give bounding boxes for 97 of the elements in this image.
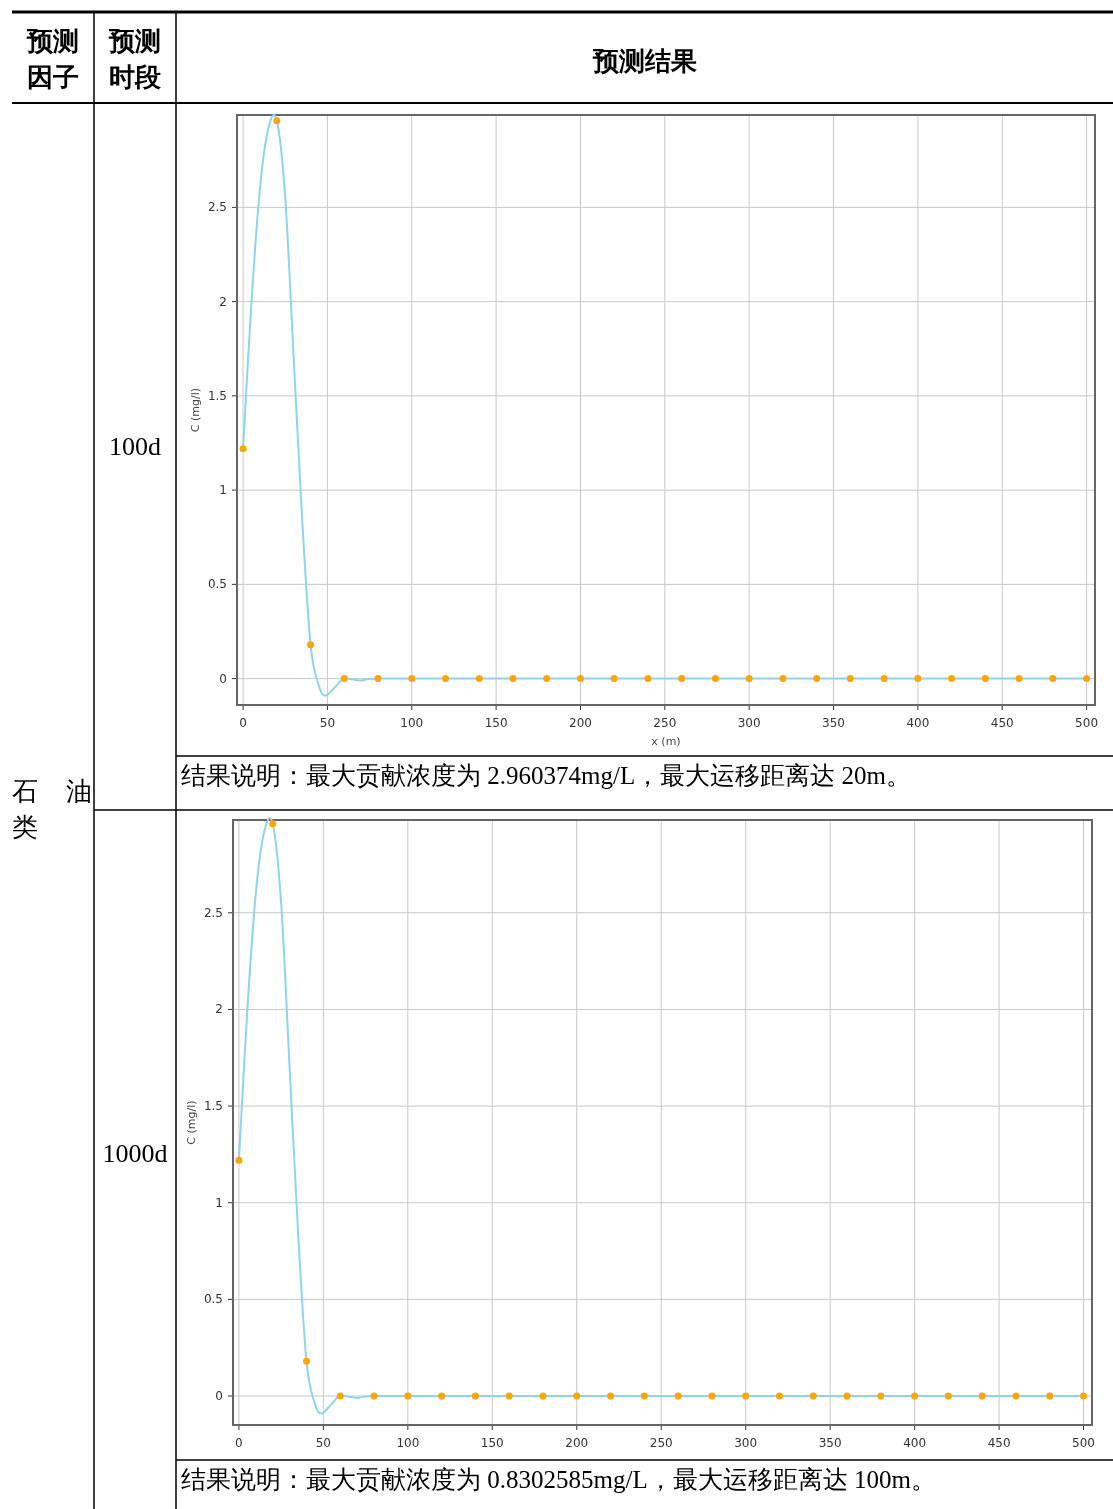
- x-tick-label: 400: [906, 716, 930, 730]
- x-tick-label: 150: [480, 1436, 504, 1450]
- point: [914, 675, 922, 683]
- point: [543, 675, 551, 683]
- x-tick-label: 450: [990, 716, 1014, 730]
- text: 结果说明：最大贡献浓度为 2.960374mg/L，最大运移距离达 20m。: [181, 762, 911, 789]
- x-tick-label: 50: [319, 716, 336, 730]
- text: 预测因子: [26, 27, 79, 92]
- x-tick-label: 500: [1075, 716, 1099, 730]
- point: [408, 675, 416, 683]
- point: [374, 675, 382, 683]
- point: [846, 675, 854, 683]
- point: [576, 675, 584, 683]
- point: [273, 117, 281, 125]
- y-tick-label: 2.5: [203, 905, 223, 920]
- point: [843, 1392, 851, 1400]
- y-tick-label: 1.5: [207, 388, 227, 403]
- point: [708, 1392, 716, 1400]
- point: [674, 1392, 682, 1400]
- point: [880, 675, 888, 683]
- text: 结果说明：最大贡献浓度为 0.8302585mg/L，最大运移距离达 100m。: [181, 1466, 936, 1493]
- point: [742, 1392, 750, 1400]
- x-tick-label: 200: [565, 1436, 589, 1450]
- x-tick-label: 250: [649, 1436, 673, 1450]
- point: [813, 675, 821, 683]
- point: [981, 675, 989, 683]
- point: [509, 675, 517, 683]
- point: [779, 675, 787, 683]
- point: [944, 1392, 952, 1400]
- text: 石油类: [12, 777, 92, 842]
- x-tick-label: 0: [235, 1436, 243, 1450]
- point: [442, 675, 450, 683]
- point: [302, 1357, 310, 1365]
- y-axis-title: C (mg/l): [185, 1100, 198, 1145]
- point: [911, 1392, 919, 1400]
- x-axis-title: x (m): [651, 735, 681, 748]
- x-tick-label: 350: [818, 1436, 842, 1450]
- point: [1012, 1392, 1020, 1400]
- x-tick-label: 450: [987, 1436, 1011, 1450]
- point: [475, 675, 483, 683]
- text: 1000d: [102, 1139, 168, 1168]
- y-tick-label: 1: [215, 1195, 223, 1210]
- y-axis-title: C (mg/l): [189, 387, 202, 433]
- point: [678, 675, 686, 683]
- point: [404, 1392, 412, 1400]
- point: [610, 675, 618, 683]
- y-tick-label: 0: [215, 1389, 223, 1404]
- x-tick-label: 300: [734, 1436, 758, 1450]
- point: [438, 1392, 446, 1400]
- y-tick-label: 0.5: [207, 577, 227, 592]
- point: [1049, 675, 1057, 683]
- point: [235, 1156, 243, 1164]
- x-tick-label: 200: [569, 716, 592, 730]
- point: [1015, 675, 1023, 683]
- x-tick-label: 0: [239, 716, 247, 730]
- y-tick-label: 2: [219, 294, 227, 309]
- point: [607, 1392, 615, 1400]
- y-tick-label: 1.5: [203, 1099, 223, 1114]
- text: 预测结果: [592, 47, 697, 76]
- point: [711, 675, 719, 683]
- point: [1046, 1392, 1054, 1400]
- text: 预测时段: [108, 27, 162, 92]
- point: [1083, 675, 1091, 683]
- point: [471, 1392, 479, 1400]
- point: [745, 675, 753, 683]
- point: [978, 1392, 986, 1400]
- x-tick-label: 50: [315, 1436, 332, 1450]
- y-tick-label: 0: [219, 671, 227, 686]
- y-tick-label: 2: [215, 1002, 223, 1017]
- x-tick-label: 100: [396, 1436, 420, 1450]
- point: [336, 1392, 344, 1400]
- text: 100d: [109, 432, 161, 461]
- point: [640, 1392, 648, 1400]
- point: [644, 675, 652, 683]
- x-tick-label: 300: [737, 716, 761, 730]
- point: [877, 1392, 885, 1400]
- point: [539, 1392, 547, 1400]
- point: [775, 1392, 783, 1400]
- point: [340, 675, 348, 683]
- point: [948, 675, 956, 683]
- point: [809, 1392, 817, 1400]
- y-tick-label: 1: [219, 483, 227, 498]
- y-tick-label: 0.5: [203, 1292, 223, 1307]
- point: [239, 445, 247, 453]
- point: [307, 641, 315, 649]
- point: [505, 1392, 513, 1400]
- x-tick-label: 400: [903, 1436, 927, 1450]
- x-tick-label: 250: [653, 716, 677, 730]
- x-tick-label: 350: [822, 716, 845, 730]
- point: [269, 820, 277, 828]
- y-tick-label: 2.5: [207, 200, 227, 215]
- x-tick-label: 150: [484, 716, 508, 730]
- point: [370, 1392, 378, 1400]
- point: [573, 1392, 581, 1400]
- point: [1080, 1392, 1088, 1400]
- x-tick-label: 500: [1072, 1436, 1096, 1450]
- x-tick-label: 100: [400, 716, 424, 730]
